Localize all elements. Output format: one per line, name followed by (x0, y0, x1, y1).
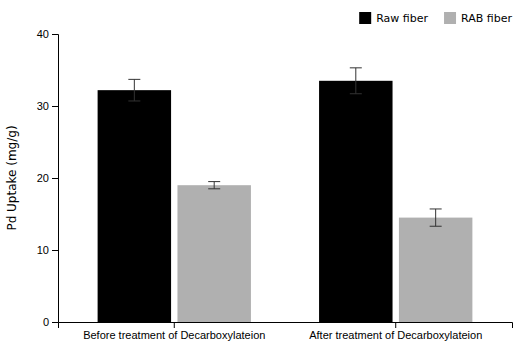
tick-mark (52, 250, 58, 251)
error-bar (350, 68, 362, 94)
y-axis: 0 10 20 30 40 (37, 28, 59, 328)
tick-label: 30 (37, 100, 49, 112)
error-cap (350, 67, 362, 68)
tick-mark (52, 106, 58, 107)
plot: 0 10 20 30 40 Before treatment of Decarboxyla… (37, 28, 513, 341)
error-bar (208, 182, 220, 189)
error-line (214, 182, 215, 189)
series (177, 182, 472, 322)
tick-label: Before treatment of Decarboxylateion (83, 329, 265, 341)
error-line (435, 209, 436, 226)
error-cap (430, 208, 442, 209)
x-axis: Before treatment of Decarboxylateion Afte… (59, 322, 513, 341)
tick: After treatment of Decarboxylateion (309, 322, 482, 341)
error-cap (208, 181, 220, 182)
tick-label: After treatment of Decarboxylateion (309, 329, 482, 341)
error-bar (128, 79, 140, 101)
error-cap (430, 226, 442, 227)
axis-line (52, 35, 59, 323)
marks (98, 68, 473, 322)
tick-label: 40 (37, 28, 49, 40)
tick: 40 (37, 28, 58, 40)
tick: 20 (37, 172, 58, 184)
tick-label: 20 (37, 172, 49, 184)
bar (399, 218, 472, 322)
error-line (134, 79, 135, 101)
legend-label: RAB fiber (461, 12, 512, 25)
legend-label: Raw fiber (376, 12, 428, 25)
axis-line (59, 323, 513, 329)
tick-label: 0 (43, 316, 49, 328)
legend: Raw fiber RAB fiber (359, 12, 512, 25)
series (98, 68, 393, 322)
legend-swatch (444, 12, 456, 24)
tick: 30 (37, 100, 58, 112)
error-cap (350, 93, 362, 94)
bar (177, 185, 250, 322)
error-bar (430, 209, 442, 226)
error-cap (128, 100, 140, 101)
tick-mark (174, 322, 175, 328)
tick: Before treatment of Decarboxylateion (83, 322, 265, 341)
tick-mark (52, 322, 58, 323)
tick-mark (395, 322, 396, 328)
bar (98, 90, 171, 322)
error-line (355, 68, 356, 94)
legend-item: Raw fiber (359, 12, 428, 25)
tick-mark (52, 178, 58, 179)
error-cap (128, 79, 140, 80)
tick: 10 (37, 244, 58, 256)
tick-label: 10 (37, 244, 49, 256)
tick-mark (52, 34, 58, 35)
legend-swatch (359, 12, 371, 24)
chart: 0 10 20 30 40 Before treatment of Decarboxyla… (0, 0, 528, 362)
error-cap (208, 188, 220, 189)
tick: 0 (43, 316, 58, 328)
axis-title: Pd Uptake (mg/g) (5, 125, 19, 230)
bar (319, 81, 392, 322)
legend-item: RAB fiber (444, 12, 512, 25)
